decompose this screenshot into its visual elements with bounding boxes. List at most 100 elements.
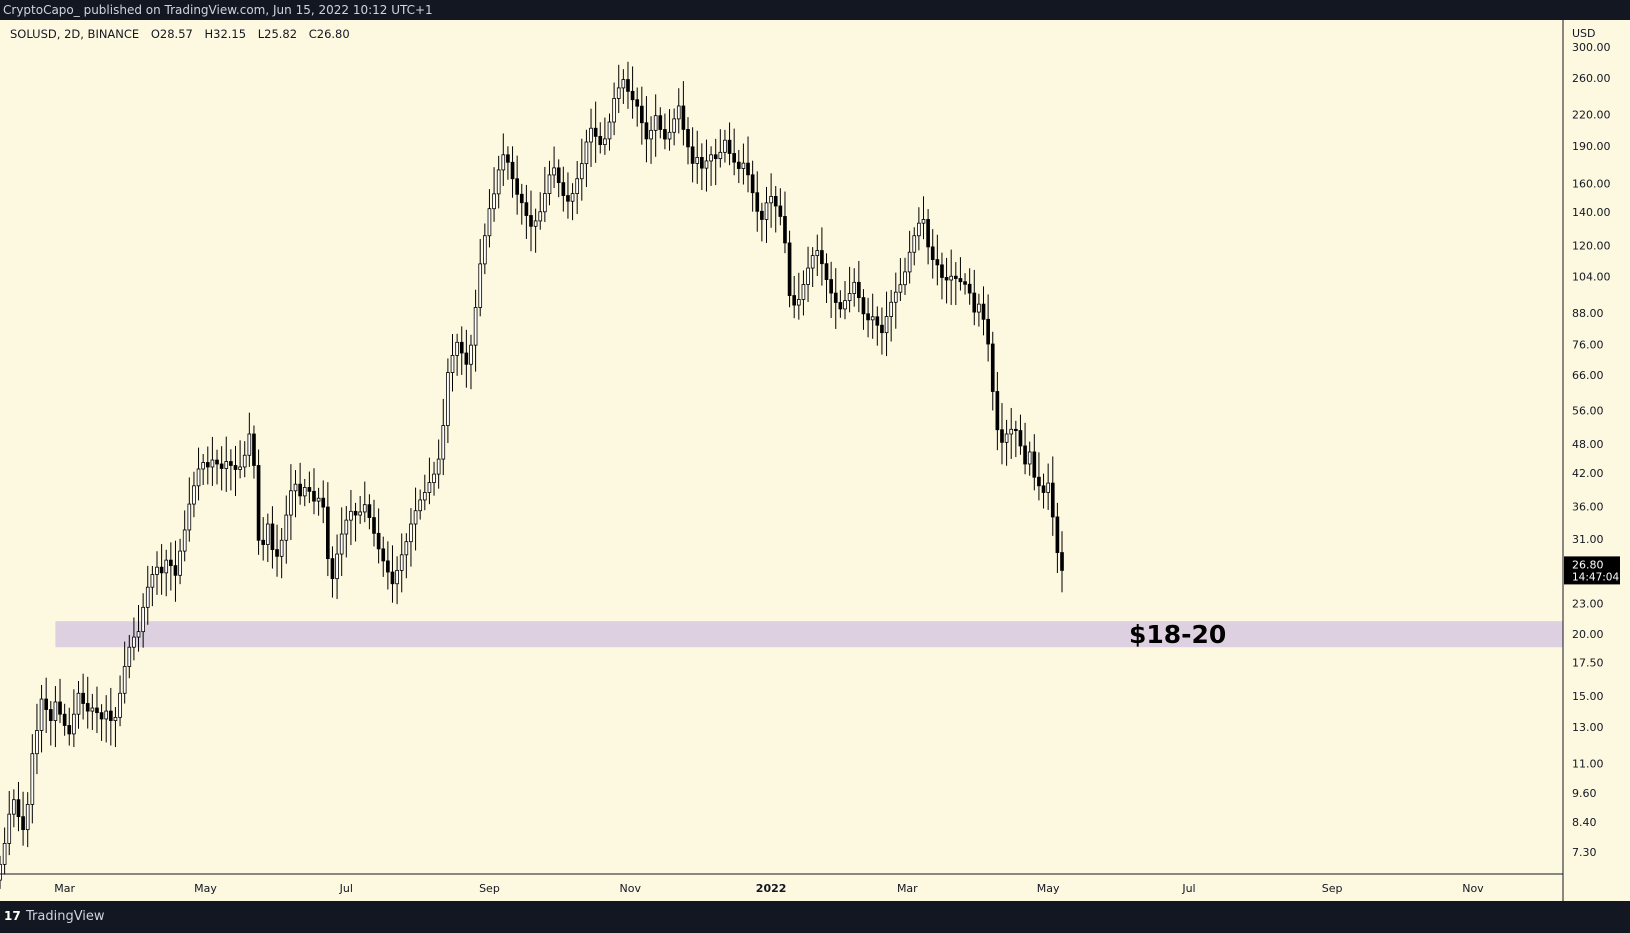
candle-body — [7, 813, 12, 844]
candle-body — [713, 154, 718, 160]
candle-body — [963, 281, 967, 285]
candle-body — [344, 519, 349, 535]
candle-body — [935, 259, 940, 266]
candle-body — [0, 863, 2, 881]
candle-body — [450, 354, 455, 373]
symbol-legend: SOLUSD, 2D, BINANCE O28.57 H32.15 L25.82… — [10, 27, 350, 41]
candle-body — [746, 162, 750, 176]
candle-body — [875, 316, 880, 326]
candle-body — [478, 263, 483, 308]
y-tick-label: 140.00 — [1572, 206, 1611, 219]
candle-body — [62, 713, 67, 726]
price-chart[interactable]: $18-20 SOLUSD, 2D, BINANCE O28.57 H32.15… — [0, 20, 1630, 901]
chart-frame[interactable]: $18-20 SOLUSD, 2D, BINANCE O28.57 H32.15… — [0, 20, 1630, 901]
candle-body — [519, 193, 524, 204]
attribution-bar: CryptoCapo_ published on TradingView.com… — [0, 0, 1630, 20]
candle-body — [607, 121, 612, 140]
candle-body — [1032, 451, 1037, 478]
tradingview-logo[interactable]: 17 — [4, 909, 21, 923]
candle-body — [861, 297, 866, 315]
candle-body — [85, 703, 90, 712]
candle-body — [838, 302, 843, 310]
candle-body — [944, 277, 949, 281]
footer-bar: 17 TradingView — [0, 901, 1630, 933]
candle-body — [367, 504, 372, 518]
candle-body — [501, 154, 506, 171]
candle-body — [1046, 482, 1050, 493]
x-tick-label: Mar — [897, 882, 918, 895]
candle-body — [792, 295, 797, 306]
candle-body — [441, 425, 446, 460]
candle-body — [930, 246, 935, 261]
candle-body — [852, 281, 857, 294]
candle-body — [1018, 430, 1023, 447]
candle-body — [21, 816, 25, 831]
candle-body — [90, 707, 95, 712]
candle-body — [242, 454, 247, 468]
candle-body — [612, 98, 616, 123]
y-tick-label: 17.50 — [1572, 657, 1604, 670]
candle-body — [293, 483, 298, 492]
candle-body — [192, 485, 196, 505]
candle-body — [233, 465, 238, 470]
candle-body — [949, 275, 954, 281]
candle-body — [681, 105, 686, 130]
candle-body — [700, 157, 704, 169]
candle-body — [256, 465, 261, 541]
candle-body — [399, 554, 404, 571]
legend-open: O28.57 — [151, 27, 193, 41]
candle-body — [307, 487, 312, 492]
candle-body — [986, 318, 990, 345]
candle-body — [67, 725, 72, 735]
candle-body — [178, 550, 182, 576]
candle-body — [390, 571, 395, 585]
time-axis[interactable]: Mar May Jul Sep Nov 2022 Mar May Jul Sep Nov — [0, 873, 1563, 895]
candle-body — [801, 284, 806, 300]
candle-body — [926, 219, 930, 248]
candle-body — [566, 195, 570, 202]
candle-body — [552, 167, 556, 176]
candle-body — [917, 222, 921, 237]
x-tick-label: Mar — [54, 882, 75, 895]
candle-body — [312, 490, 316, 502]
candle-body — [362, 504, 367, 513]
candle-body — [35, 730, 39, 755]
candle-body — [866, 313, 870, 321]
candle-body — [663, 129, 667, 140]
candle-body — [196, 468, 201, 487]
candle-body — [2, 843, 7, 865]
candle-body — [173, 565, 178, 576]
price-axis[interactable]: USD 300.00 260.00 220.00 190.00 160.00 140.00… — [1562, 20, 1620, 901]
candle-body — [543, 193, 547, 213]
candle-body — [598, 135, 603, 145]
candle-body — [201, 462, 205, 470]
candle-body — [1050, 482, 1055, 518]
candle-body — [16, 799, 21, 818]
candle-body — [723, 139, 727, 153]
legend-low: L25.82 — [258, 27, 297, 41]
candle-body — [229, 461, 233, 466]
candle-body — [459, 341, 464, 354]
candle-body — [593, 127, 598, 137]
candle-body — [1041, 485, 1046, 493]
candle-body — [215, 459, 219, 465]
candle-body — [672, 118, 676, 133]
candle-body — [806, 267, 810, 285]
candle-body — [265, 523, 270, 545]
candle-body — [279, 539, 284, 557]
candle-body — [750, 174, 755, 194]
candle-body — [436, 458, 441, 475]
candle-body — [857, 281, 861, 299]
candle-body — [736, 161, 741, 169]
candle-body — [446, 372, 450, 426]
candle-body — [159, 566, 164, 574]
candle-body — [940, 264, 944, 278]
candle-body — [686, 128, 690, 148]
candle-body — [524, 202, 529, 216]
support-zone[interactable] — [55, 621, 1563, 648]
tradingview-brand[interactable]: TradingView — [26, 909, 105, 924]
candle-body — [626, 79, 630, 92]
candle-body — [404, 541, 409, 556]
last-price-value: 26.80 — [1572, 558, 1604, 571]
candle-body — [261, 539, 266, 545]
